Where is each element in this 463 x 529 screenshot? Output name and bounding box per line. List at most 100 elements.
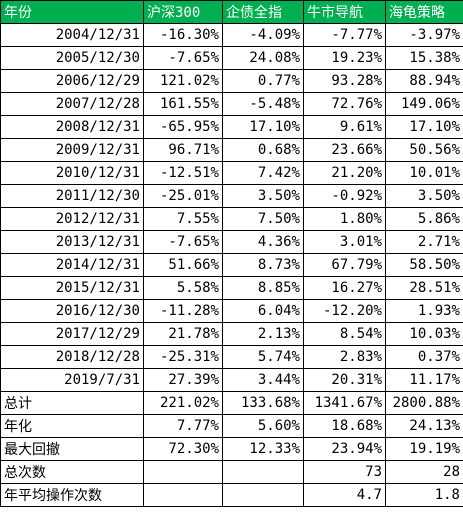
header-cell: 沪深300	[143, 0, 223, 24]
table-cell: -12.20%	[303, 299, 386, 323]
table-row: 2014/12/31 51.66% 8.73% 67.79% 58.50%	[0, 253, 463, 277]
table-cell: 8.73%	[222, 253, 304, 277]
table-cell: 1.8	[385, 483, 463, 507]
table-row: 2004/12/31 -16.30% -4.09% -7.77% -3.97%	[0, 23, 463, 47]
table-cell	[222, 460, 304, 484]
table-cell: 5.74%	[222, 345, 304, 369]
table-cell: 年平均操作次数	[0, 483, 144, 507]
table-cell: -25.31%	[143, 345, 223, 369]
table-cell: 21.20%	[303, 161, 386, 185]
table-cell: 24.08%	[222, 46, 304, 70]
table-cell: 2.71%	[385, 230, 463, 254]
table-cell: 2.83%	[303, 345, 386, 369]
table-cell: 最大回撤	[0, 437, 144, 461]
table-cell: 9.61%	[303, 115, 386, 139]
table-cell: 96.71%	[143, 138, 223, 162]
table-cell: 6.04%	[222, 299, 304, 323]
table-cell: 2011/12/30	[0, 184, 144, 208]
table-cell: 3.50%	[385, 184, 463, 208]
table-cell: 72.76%	[303, 92, 386, 116]
table-cell: 3.50%	[222, 184, 304, 208]
table-cell: -11.28%	[143, 299, 223, 323]
table-cell: 23.66%	[303, 138, 386, 162]
table-cell: 221.02%	[143, 391, 223, 415]
table-cell: 2009/12/31	[0, 138, 144, 162]
table-cell: 2010/12/31	[0, 161, 144, 185]
table-row: 2017/12/29 21.78% 2.13% 8.54% 10.03%	[0, 322, 463, 346]
table-cell: -65.95%	[143, 115, 223, 139]
header-row: 年份 沪深300 企债全指 牛市导航 海龟策略	[0, 0, 463, 24]
table-cell: 0.77%	[222, 69, 304, 93]
table-row: 年化 7.77% 5.60% 18.68% 24.13%	[0, 414, 463, 438]
table-cell: 2.13%	[222, 322, 304, 346]
table-cell	[143, 483, 223, 507]
table-cell: 7.55%	[143, 207, 223, 231]
table-cell: 72.30%	[143, 437, 223, 461]
header-cell: 牛市导航	[303, 0, 386, 24]
table-cell: -3.97%	[385, 23, 463, 47]
table-cell: 19.19%	[385, 437, 463, 461]
table-row: 2016/12/30 -11.28% 6.04% -12.20% 1.93%	[0, 299, 463, 323]
table-cell: 23.94%	[303, 437, 386, 461]
table-cell: 3.44%	[222, 368, 304, 392]
table-cell: 10.03%	[385, 322, 463, 346]
table-cell: 7.42%	[222, 161, 304, 185]
table-cell: 5.60%	[222, 414, 304, 438]
table-body: 年份 沪深300 企债全指 牛市导航 海龟策略 2004/12/31 -16.30% -4.0…	[0, 0, 463, 507]
table-cell: 21.78%	[143, 322, 223, 346]
header-cell: 海龟策略	[385, 0, 463, 24]
table-cell: 2013/12/31	[0, 230, 144, 254]
header-cell: 年份	[0, 0, 144, 24]
table-cell: 3.01%	[303, 230, 386, 254]
table-row: 2010/12/31 -12.51% 7.42% 21.20% 10.01%	[0, 161, 463, 185]
table-row: 2007/12/28 161.55% -5.48% 72.76% 149.06%	[0, 92, 463, 116]
table-cell: 5.58%	[143, 276, 223, 300]
table-cell: 161.55%	[143, 92, 223, 116]
table-cell: 7.50%	[222, 207, 304, 231]
table-cell: 年化	[0, 414, 144, 438]
table-cell: 73	[303, 460, 386, 484]
table-cell: 51.66%	[143, 253, 223, 277]
table-cell: 2012/12/31	[0, 207, 144, 231]
table-cell: 8.85%	[222, 276, 304, 300]
table-cell: -25.01%	[143, 184, 223, 208]
table-cell: 2006/12/29	[0, 69, 144, 93]
table-cell: 2019/7/31	[0, 368, 144, 392]
table-cell: -7.65%	[143, 230, 223, 254]
table-cell: 24.13%	[385, 414, 463, 438]
table-cell: 0.68%	[222, 138, 304, 162]
table-cell: 16.27%	[303, 276, 386, 300]
table-row: 2015/12/31 5.58% 8.85% 16.27% 28.51%	[0, 276, 463, 300]
table-cell: 88.94%	[385, 69, 463, 93]
data-table: 年份 沪深300 企债全指 牛市导航 海龟策略 2004/12/31 -16.30% -4.0…	[0, 0, 463, 507]
table-cell: 总次数	[0, 460, 144, 484]
table-cell: 2007/12/28	[0, 92, 144, 116]
table-cell: 2800.88%	[385, 391, 463, 415]
table-cell: 50.56%	[385, 138, 463, 162]
table-row: 最大回撤 72.30% 12.33% 23.94% 19.19%	[0, 437, 463, 461]
table-cell: 2008/12/31	[0, 115, 144, 139]
table-cell: -16.30%	[143, 23, 223, 47]
table-row: 2019/7/31 27.39% 3.44% 20.31% 11.17%	[0, 368, 463, 392]
table-cell: 20.31%	[303, 368, 386, 392]
table-row: 总计 221.02% 133.68% 1341.67% 2800.88%	[0, 391, 463, 415]
table-cell: 2016/12/30	[0, 299, 144, 323]
table-row: 2011/12/30 -25.01% 3.50% -0.92% 3.50%	[0, 184, 463, 208]
table-cell: 5.86%	[385, 207, 463, 231]
table-cell: 4.7	[303, 483, 386, 507]
table-cell: 19.23%	[303, 46, 386, 70]
table-cell: 4.36%	[222, 230, 304, 254]
table-cell: 15.38%	[385, 46, 463, 70]
table-cell: 12.33%	[222, 437, 304, 461]
table-cell: -7.77%	[303, 23, 386, 47]
table-cell: -0.92%	[303, 184, 386, 208]
table-cell: 67.79%	[303, 253, 386, 277]
table-cell: 总计	[0, 391, 144, 415]
table-row: 2005/12/30 -7.65% 24.08% 19.23% 15.38%	[0, 46, 463, 70]
table-cell: -4.09%	[222, 23, 304, 47]
table-cell: 17.10%	[222, 115, 304, 139]
table-cell: 2014/12/31	[0, 253, 144, 277]
table-row: 2009/12/31 96.71% 0.68% 23.66% 50.56%	[0, 138, 463, 162]
table-cell: 1.93%	[385, 299, 463, 323]
